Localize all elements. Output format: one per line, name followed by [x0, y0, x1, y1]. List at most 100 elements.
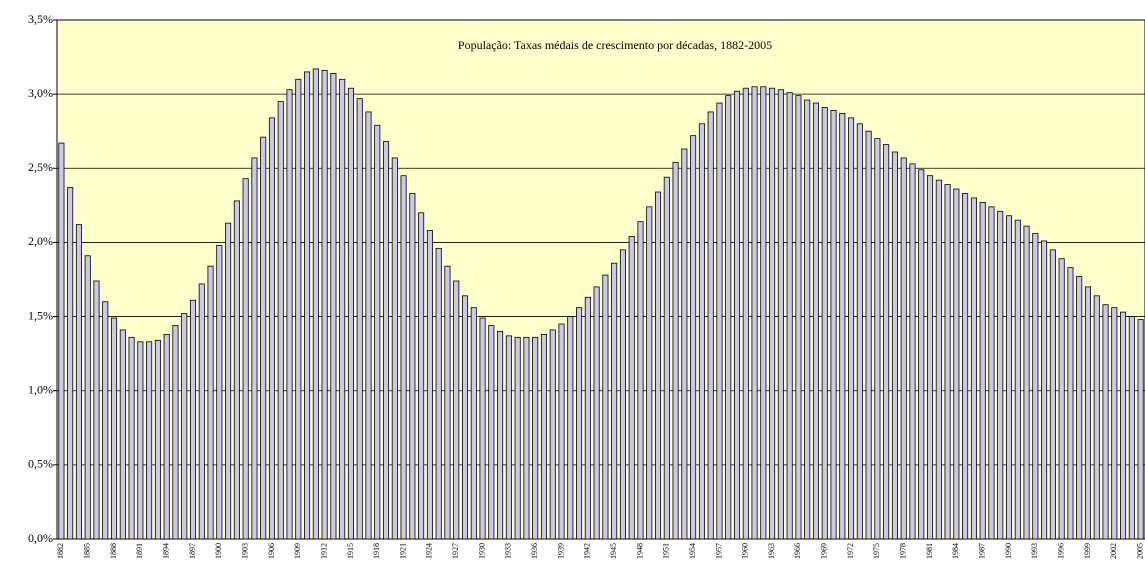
bar [347, 87, 354, 540]
x-tick-label: 1966 [793, 543, 802, 559]
bar [295, 78, 302, 540]
bar [102, 301, 109, 540]
bar [681, 148, 688, 540]
bar [804, 99, 811, 540]
bar [707, 111, 714, 540]
bar [216, 244, 223, 540]
bar [356, 98, 363, 540]
x-tick-label: 1945 [609, 543, 618, 559]
bar [1049, 249, 1056, 540]
bar [154, 339, 161, 540]
bar [119, 329, 126, 540]
bar [339, 78, 346, 540]
bar [444, 265, 451, 540]
x-tick-label: 1906 [267, 543, 276, 559]
chart-title: População: Taxas médais de crescimento p… [458, 38, 772, 52]
bar [163, 333, 170, 540]
bar [479, 317, 486, 540]
bar [260, 136, 267, 540]
x-tick-label: 1990 [1004, 543, 1013, 559]
bar [865, 130, 872, 540]
bar [523, 336, 530, 540]
x-tick-label: 1930 [477, 543, 486, 559]
bar [646, 206, 653, 540]
bar [593, 286, 600, 540]
x-tick-label: 1915 [346, 543, 355, 559]
bar [637, 221, 644, 540]
bar [935, 179, 942, 540]
bar [830, 110, 837, 540]
bar [1067, 267, 1074, 540]
bar [777, 89, 784, 540]
bar [839, 113, 846, 540]
y-tick-label: 1,0% [28, 382, 53, 396]
bar [821, 107, 828, 540]
x-tick-label: 1963 [767, 543, 776, 559]
bar [1058, 258, 1065, 540]
bar [663, 176, 670, 540]
bar [225, 222, 232, 540]
x-tick-label: 2005 [1135, 543, 1144, 559]
y-tick-label: 0,0% [28, 531, 53, 545]
bar [918, 169, 925, 540]
x-tick-label: 1981 [925, 543, 934, 559]
bar [1084, 286, 1091, 540]
bar [690, 135, 697, 540]
bar [111, 317, 118, 540]
bar [461, 295, 469, 540]
y-tick-label: 1,5% [28, 308, 53, 322]
x-tick-label: 1936 [530, 543, 539, 559]
bar [576, 307, 583, 540]
bar [567, 316, 574, 540]
bar [1102, 304, 1109, 540]
x-tick-label: 1951 [662, 543, 671, 559]
bar [848, 117, 855, 540]
bar [1076, 276, 1083, 540]
x-tick-label: 1909 [293, 543, 302, 559]
bar [374, 124, 381, 540]
bar [382, 141, 390, 540]
bar [514, 336, 521, 540]
x-tick-label: 1999 [1083, 543, 1092, 559]
bar [330, 72, 337, 540]
x-tick-label: 1894 [162, 543, 171, 559]
bar [128, 336, 135, 540]
bar [795, 95, 802, 540]
bar [716, 102, 723, 540]
x-tick-label: 1954 [688, 543, 697, 559]
bar [146, 341, 153, 540]
bar [760, 86, 767, 540]
bar [962, 193, 969, 540]
x-tick-label: 1960 [741, 543, 750, 559]
bar [584, 296, 591, 540]
bar [883, 144, 890, 540]
bar [997, 210, 1004, 540]
bar [488, 325, 495, 540]
bar [769, 87, 776, 540]
bar [532, 336, 539, 540]
bar [470, 307, 477, 540]
y-tick-label: 2,0% [28, 234, 53, 248]
bar [286, 89, 293, 540]
bar [242, 178, 249, 540]
bar [1111, 307, 1118, 540]
x-tick-label: 1897 [188, 543, 197, 559]
bar [558, 323, 565, 540]
bar [67, 187, 74, 540]
x-tick-label: 1885 [83, 543, 92, 559]
bar [655, 191, 662, 540]
y-tick-label: 0,5% [28, 457, 53, 471]
x-tick-label: 1969 [820, 543, 829, 559]
x-tick-label: 1975 [872, 543, 881, 559]
bar [1093, 295, 1100, 540]
bar [725, 95, 732, 540]
bar [953, 188, 960, 540]
x-tick-label: 1918 [372, 543, 381, 559]
bar [453, 280, 460, 540]
x-tick-label: 1939 [556, 543, 565, 559]
bar [944, 184, 951, 540]
x-tick-label: 1882 [56, 543, 65, 559]
bar [321, 70, 328, 540]
bar [400, 175, 407, 540]
